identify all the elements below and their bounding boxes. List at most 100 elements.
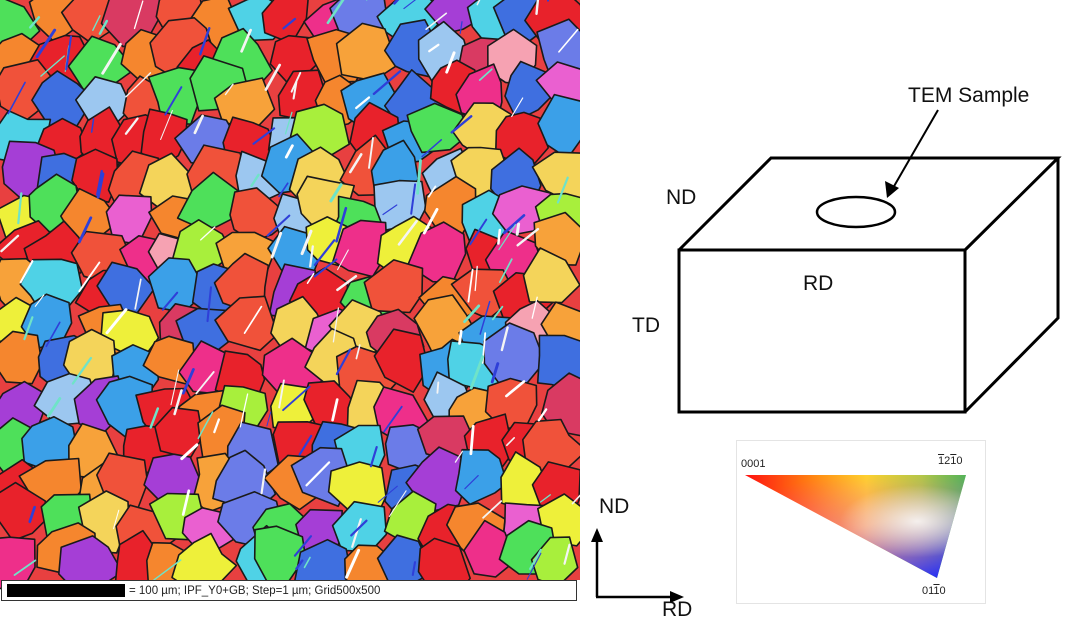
twin-lamella	[300, 229, 313, 256]
twin-lamella	[397, 219, 418, 246]
scale-bar	[7, 584, 125, 597]
twin-lamella	[239, 393, 249, 428]
twin-lamella	[40, 55, 65, 77]
axis-rd-label: RD	[662, 598, 693, 621]
twin-lamella	[224, 83, 234, 96]
twin-lamella	[133, 0, 144, 30]
twin-lamella	[35, 28, 57, 59]
twin-lamella	[459, 21, 463, 34]
twin-lamella	[34, 294, 45, 307]
ebsd-ipf-map	[0, 0, 580, 599]
twin-lamella	[125, 72, 152, 98]
twin-lamella	[124, 117, 139, 135]
twin-lamella	[335, 206, 348, 243]
grain	[214, 295, 279, 352]
twin-lamella	[326, 0, 345, 25]
twin-lamella	[515, 222, 521, 236]
twin-lamella	[101, 42, 122, 75]
twin-lamella	[71, 356, 93, 385]
nd-arrow-head	[591, 528, 603, 542]
twin-lamella	[170, 369, 180, 406]
twin-lamella	[497, 228, 502, 245]
twin-lamella	[345, 548, 361, 579]
twin-lamella	[181, 367, 195, 395]
twin-lamella	[96, 172, 105, 199]
twin-lamella	[428, 43, 440, 53]
twin-lamella	[164, 86, 183, 116]
twin-lamella	[161, 291, 179, 311]
twin-lamella	[7, 81, 26, 115]
grain	[363, 259, 424, 314]
twin-lamella	[306, 272, 315, 284]
twin-lamella	[160, 110, 173, 140]
twin-lamella	[198, 27, 211, 56]
grain	[332, 219, 388, 278]
block-side-face	[963, 158, 1060, 414]
twin-lamella	[17, 192, 23, 225]
twin-lamella	[445, 51, 456, 74]
block-top-face	[677, 156, 1062, 252]
twin-lamella	[200, 226, 216, 241]
twin-lamella	[382, 204, 398, 216]
twin-lamella	[195, 371, 215, 395]
twin-lamella	[295, 559, 304, 570]
grain	[522, 247, 580, 304]
twin-lamella	[474, 265, 478, 292]
block-td-label: TD	[632, 314, 660, 337]
grain	[0, 330, 43, 385]
twin-lamella	[436, 381, 440, 394]
ipf-color-key: 0001 1210 0110	[736, 440, 986, 604]
twin-lamella	[313, 258, 338, 278]
twin-lamella	[313, 239, 336, 266]
ipf-0001-label: 0001	[741, 458, 766, 470]
twin-lamella	[331, 398, 339, 422]
twin-lamella	[351, 518, 362, 548]
tem-sample-ellipse	[815, 195, 897, 229]
twin-lamella	[498, 224, 517, 251]
twin-lamella	[348, 153, 363, 174]
twin-lamella	[134, 278, 142, 310]
tem-sample-label: TEM Sample	[908, 84, 1030, 107]
ipf-0110-label: 0110	[922, 585, 946, 597]
twin-lamella	[78, 261, 101, 293]
twin-lamella	[284, 111, 293, 135]
scale-bar-caption: = 100 µm; IPF_Y0+GB; Step=1 µm; Grid500x…	[1, 580, 577, 601]
twin-lamella	[252, 127, 276, 145]
twin-lamella	[298, 434, 313, 456]
twin-lamella	[516, 227, 540, 247]
twin-lamella	[450, 115, 473, 134]
grain	[454, 448, 508, 506]
twin-lamella	[149, 407, 160, 429]
twin-lamella	[531, 296, 538, 319]
twin-lamella	[500, 326, 509, 352]
twin-lamella	[270, 231, 283, 259]
block-front-face	[677, 248, 967, 414]
twin-lamella	[240, 28, 252, 53]
twin-lamella	[539, 494, 551, 503]
twin-lamella	[454, 450, 464, 463]
scale-bar-text: = 100 µm; IPF_Y0+GB; Step=1 µm; Grid500x…	[129, 584, 381, 597]
twin-lamella	[260, 468, 267, 495]
twin-lamella	[416, 159, 422, 195]
twin-lamella	[502, 214, 526, 235]
twin-lamella	[98, 19, 109, 35]
twin-lamella	[535, 0, 540, 16]
twin-lamella	[46, 397, 62, 418]
twin-lamella	[563, 543, 571, 565]
twin-lamella	[309, 245, 314, 268]
twin-lamella	[65, 35, 73, 71]
twin-lamella	[336, 274, 358, 292]
twin-lamella	[213, 418, 221, 434]
twin-lamella	[422, 207, 439, 235]
twin-lamella	[193, 114, 204, 135]
twin-lamella	[410, 183, 417, 215]
twin-lamella	[558, 28, 579, 53]
twin-lamella	[421, 139, 443, 158]
twin-lamella	[469, 355, 485, 390]
twin-lamella	[19, 260, 34, 284]
block-nd-label: ND	[666, 186, 697, 209]
twin-lamella	[476, 0, 481, 6]
twin-lamella	[92, 15, 101, 31]
twin-lamella	[197, 411, 214, 440]
twin-lamella	[45, 321, 61, 348]
